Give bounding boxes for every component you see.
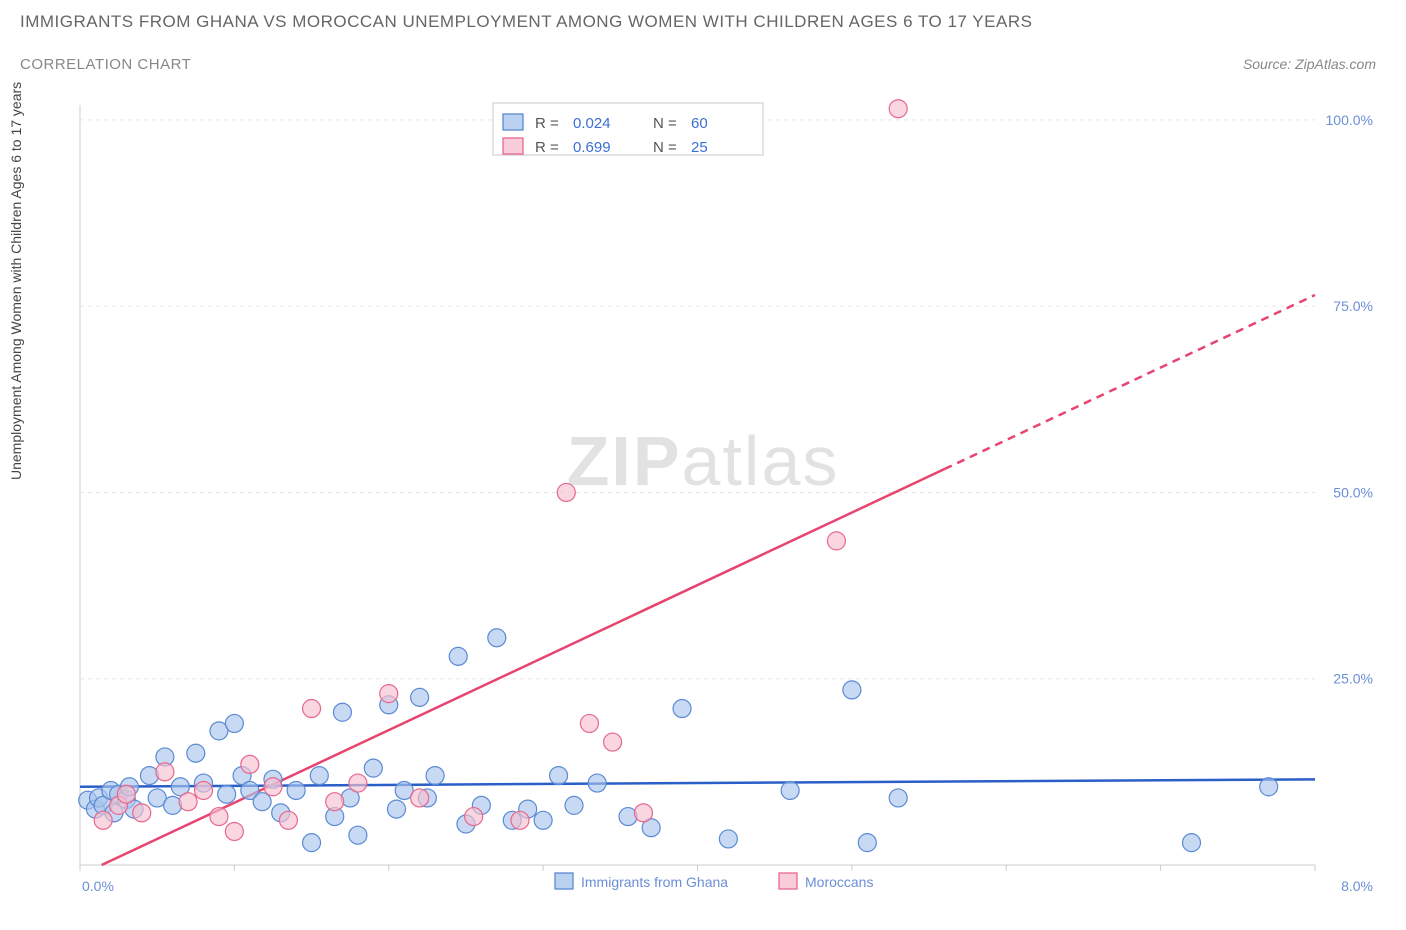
scatter-point — [588, 774, 606, 792]
scatter-point — [465, 808, 483, 826]
bottom-legend-swatch — [555, 873, 573, 889]
scatter-point — [843, 681, 861, 699]
scatter-point — [488, 629, 506, 647]
scatter-point — [1183, 834, 1201, 852]
y-tick-label: 100.0% — [1326, 112, 1373, 128]
scatter-point — [449, 647, 467, 665]
scatter-point — [225, 714, 243, 732]
source-attribution: Source: ZipAtlas.com — [1243, 56, 1376, 72]
scatter-point — [303, 700, 321, 718]
legend-stat: R = — [535, 139, 559, 156]
scatter-point — [889, 789, 907, 807]
scatter-point — [719, 830, 737, 848]
scatter-point — [326, 793, 344, 811]
stats-legend-box — [493, 103, 763, 155]
scatter-point — [411, 688, 429, 706]
legend-swatch — [503, 114, 523, 130]
legend-stat: N = — [653, 115, 677, 132]
scatter-point — [156, 763, 174, 781]
scatter-point — [133, 804, 151, 822]
scatter-point — [511, 811, 529, 829]
scatter-point — [218, 785, 236, 803]
bottom-legend-label: Moroccans — [805, 874, 873, 890]
legend-stat: N = — [653, 139, 677, 156]
scatter-point — [303, 834, 321, 852]
y-tick-label: 75.0% — [1333, 298, 1373, 314]
scatter-point — [426, 767, 444, 785]
scatter-point — [380, 685, 398, 703]
scatter-point — [117, 785, 135, 803]
scatter-point — [195, 781, 213, 799]
scatter-point — [634, 804, 652, 822]
legend-stat: R = — [535, 115, 559, 132]
scatter-point — [253, 793, 271, 811]
legend-stat: 0.699 — [573, 139, 611, 156]
scatter-point — [349, 826, 367, 844]
scatter-point — [279, 811, 297, 829]
scatter-point — [241, 755, 259, 773]
scatter-point — [349, 774, 367, 792]
legend-stat: 25 — [691, 139, 708, 156]
scatter-point — [889, 100, 907, 118]
y-tick-label: 50.0% — [1333, 484, 1373, 500]
scatter-point — [781, 781, 799, 799]
scatter-point — [225, 822, 243, 840]
scatter-point — [333, 703, 351, 721]
y-axis-label: Unemployment Among Women with Children A… — [8, 82, 24, 480]
scatter-point — [187, 744, 205, 762]
x-tick-label: 0.0% — [82, 878, 114, 894]
scatter-point — [210, 808, 228, 826]
scatter-point — [534, 811, 552, 829]
scatter-point — [264, 778, 282, 796]
correlation-scatter-chart: 25.0% 50.0% 75.0% 100.0% 0.0% 8.0% R = 0.024 N =… — [55, 95, 1385, 895]
scatter-point — [557, 483, 575, 501]
bottom-legend-swatch — [779, 873, 797, 889]
scatter-point — [411, 789, 429, 807]
scatter-point — [604, 733, 622, 751]
scatter-point — [287, 781, 305, 799]
bottom-legend-label: Immigrants from Ghana — [581, 874, 728, 890]
scatter-point — [179, 793, 197, 811]
legend-stat: 60 — [691, 115, 708, 132]
scatter-point — [1260, 778, 1278, 796]
scatter-point — [858, 834, 876, 852]
scatter-point — [580, 714, 598, 732]
legend-swatch — [503, 138, 523, 154]
page-title: IMMIGRANTS FROM GHANA VS MOROCCAN UNEMPL… — [20, 12, 1032, 32]
x-tick-label: 8.0% — [1341, 878, 1373, 894]
chart-container: 25.0% 50.0% 75.0% 100.0% 0.0% 8.0% R = 0.024 N =… — [55, 95, 1385, 895]
scatter-point — [550, 767, 568, 785]
scatter-point — [673, 700, 691, 718]
scatter-point — [94, 811, 112, 829]
legend-stat: 0.024 — [573, 115, 611, 132]
scatter-point — [310, 767, 328, 785]
scatter-point — [827, 532, 845, 550]
scatter-point — [565, 796, 583, 814]
scatter-point — [387, 800, 405, 818]
y-tick-label: 25.0% — [1333, 671, 1373, 687]
chart-subtitle: CORRELATION CHART — [20, 56, 191, 73]
scatter-point — [364, 759, 382, 777]
